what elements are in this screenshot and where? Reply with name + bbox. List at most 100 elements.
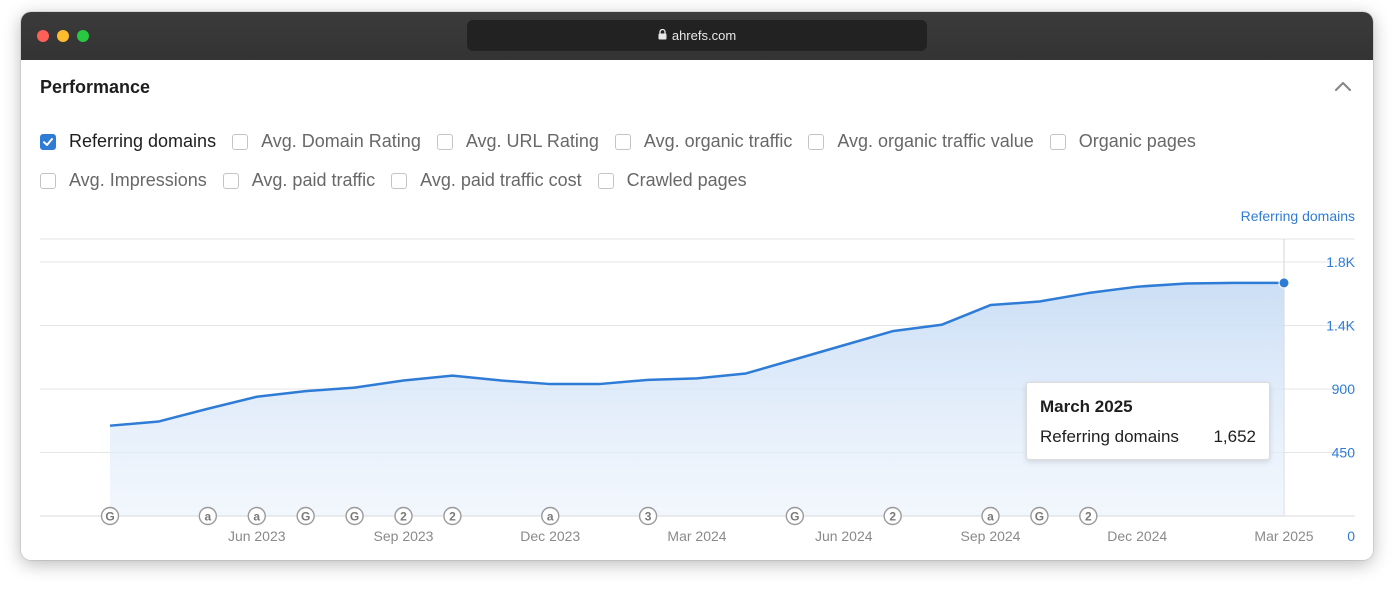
tooltip-series-name: Referring domains <box>1040 427 1179 446</box>
annotation-marker[interactable]: a <box>198 506 218 526</box>
annotation-label: G <box>1035 510 1044 524</box>
annotation-circle <box>1079 506 1098 526</box>
close-window-button[interactable] <box>37 30 49 42</box>
annotation-label: a <box>987 510 994 524</box>
metric-row-2: Avg. Impressions Avg. paid traffic Avg. pa… <box>40 161 1360 200</box>
checkmark-icon <box>43 137 53 146</box>
x-tick-label: Sep 2023 <box>374 528 434 544</box>
annotation-circle <box>247 506 266 526</box>
annotation-circle <box>541 506 560 526</box>
tooltip-series-value: 1,652 <box>1213 427 1256 446</box>
annotation-marker[interactable]: 2 <box>443 506 462 526</box>
checkbox[interactable] <box>1049 133 1066 150</box>
metric-label: Organic pages <box>1078 131 1196 151</box>
metric-label: Avg. Domain Rating <box>261 131 421 151</box>
annotation-marker[interactable]: G <box>345 506 364 526</box>
metric-option[interactable]: Avg. URL Rating <box>436 131 599 152</box>
metric-label: Avg. organic traffic value <box>837 131 1034 151</box>
browser-window: ahrefs.com Performance Referring domains… <box>21 12 1373 560</box>
y-tick-label: 450 <box>1332 445 1356 461</box>
metric-row-1: Referring domains Avg. Domain Rating Avg. … <box>40 122 1360 161</box>
series-axis-label: Referring domains <box>1240 208 1355 224</box>
checkbox[interactable] <box>232 133 249 150</box>
x-tick-label: Jun 2024 <box>815 528 873 544</box>
collapse-chevron-icon[interactable] <box>1333 78 1353 94</box>
x-tick-label: Mar 2024 <box>667 528 726 544</box>
annotation-marker[interactable]: 2 <box>1079 506 1098 526</box>
annotation-marker[interactable]: G <box>100 506 120 526</box>
x-tick-label: Mar 2025 <box>1254 528 1313 544</box>
browser-titlebar: ahrefs.com <box>21 12 1373 60</box>
y-tick-label: 900 <box>1332 381 1356 397</box>
annotation-marker[interactable]: a <box>981 506 1000 526</box>
metric-option[interactable]: Avg. paid traffic <box>222 170 376 191</box>
annotation-circle <box>1030 506 1049 526</box>
metric-option[interactable]: Organic pages <box>1049 131 1196 152</box>
checkbox[interactable] <box>222 172 239 189</box>
checkbox[interactable] <box>436 133 453 150</box>
lock-icon <box>658 20 667 51</box>
metric-option[interactable]: Avg. organic traffic value <box>808 131 1034 152</box>
annotation-circle <box>296 506 315 526</box>
annotation-circle <box>443 506 462 526</box>
metric-option[interactable]: Avg. paid traffic cost <box>391 170 582 191</box>
metric-option[interactable]: Avg. organic traffic <box>614 131 793 152</box>
annotation-label: a <box>547 510 554 524</box>
annotation-marker[interactable]: 3 <box>638 506 658 526</box>
annotation-marker[interactable]: a <box>541 506 560 526</box>
checkbox-checked[interactable] <box>40 133 56 150</box>
annotation-circle <box>785 506 805 526</box>
x-tick-label: Dec 2024 <box>1107 528 1167 544</box>
checkbox[interactable] <box>614 133 631 150</box>
annotation-marker[interactable]: G <box>296 506 315 526</box>
x-tick-label: Dec 2023 <box>520 528 580 544</box>
annotation-label: G <box>350 510 359 524</box>
panel-title: Performance <box>40 77 151 97</box>
metric-label: Crawled pages <box>626 170 747 190</box>
annotation-circle <box>394 506 413 526</box>
metric-label: Referring domains <box>69 131 217 151</box>
annotation-marker[interactable]: 2 <box>883 506 902 526</box>
minimize-window-button[interactable] <box>57 30 69 42</box>
metric-label: Avg. paid traffic <box>251 170 376 190</box>
metric-label: Avg. organic traffic <box>643 131 793 151</box>
annotation-marker[interactable]: G <box>1030 506 1049 526</box>
metric-selector: Referring domains Avg. Domain Rating Avg. … <box>40 122 1360 200</box>
annotation-circle <box>638 506 658 526</box>
metric-option[interactable]: Avg. Impressions <box>40 170 207 191</box>
annotation-circle <box>100 506 120 526</box>
y-tick-label: 1.4K <box>1326 318 1355 334</box>
annotation-marker[interactable]: G <box>785 506 805 526</box>
annotation-label: 2 <box>400 510 407 524</box>
performance-panel: Performance Referring domains Avg. Domain… <box>21 60 1373 560</box>
series-line <box>109 281 1284 427</box>
annotation-label: G <box>105 510 114 524</box>
metric-label: Avg. URL Rating <box>465 131 599 151</box>
checkbox[interactable] <box>808 133 825 150</box>
series-area <box>110 282 1284 516</box>
referring-domains-chart: 1.8K 1.4K 900 450 0 G a a G G 2 2 a 3 G 2 a G 2 Jun 2023 Sep… <box>40 238 1356 544</box>
metric-option[interactable]: Crawled pages <box>597 170 747 191</box>
annotation-label: 3 <box>645 510 652 524</box>
annotation-circle <box>345 506 364 526</box>
checkbox[interactable] <box>40 172 56 189</box>
x-tick-label: Jun 2023 <box>228 528 286 544</box>
address-bar[interactable]: ahrefs.com <box>467 20 927 51</box>
metric-option[interactable]: Referring domains <box>40 131 216 152</box>
annotation-label: 2 <box>1085 510 1092 524</box>
annotation-marker[interactable]: a <box>247 506 266 526</box>
annotation-label: G <box>790 510 799 524</box>
annotation-label: a <box>204 510 211 524</box>
y-tick-label: 1.8K <box>1326 254 1355 270</box>
maximize-window-button[interactable] <box>77 30 89 42</box>
metric-option[interactable]: Avg. Domain Rating <box>232 131 421 152</box>
annotation-label: a <box>253 510 260 524</box>
y-tick-label: 0 <box>1347 528 1355 544</box>
annotation-label: 2 <box>449 510 456 524</box>
annotation-marker[interactable]: 2 <box>394 506 413 526</box>
checkbox[interactable] <box>391 172 408 189</box>
annotation-circle <box>883 506 902 526</box>
annotation-circle <box>981 506 1000 526</box>
hover-point-marker <box>1278 277 1290 289</box>
checkbox[interactable] <box>597 172 614 189</box>
